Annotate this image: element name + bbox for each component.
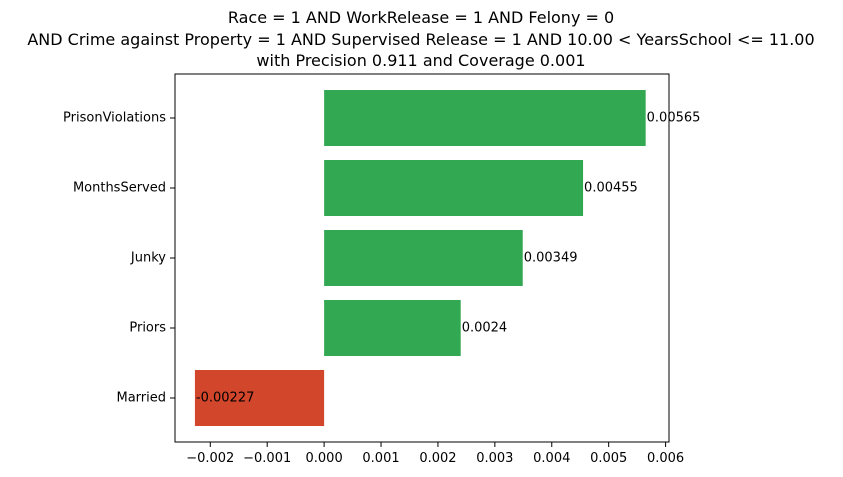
bar-value-label: 0.00455 (584, 181, 638, 196)
chart-title-line-1: Race = 1 AND WorkRelease = 1 AND Felony … (228, 8, 614, 27)
bar-value-label: 0.0024 (462, 321, 508, 336)
bar-value-label: -0.00227 (196, 391, 254, 406)
x-tick-label: 0.004 (533, 451, 570, 466)
x-tick-label: 0.005 (590, 451, 627, 466)
bar-monthsserved (324, 160, 584, 216)
y-tick-label: Junky (130, 251, 166, 266)
y-tick-label: PrisonViolations (63, 111, 166, 126)
bar-married (194, 370, 325, 426)
chart-title-line-3: with Precision 0.911 and Coverage 0.001 (256, 51, 585, 70)
bar-priors (324, 300, 461, 356)
plot-area: 0.00565 0.00455 0.00349 0.0024 -0.00227 −0.00… (63, 73, 701, 466)
x-tick-label: 0.002 (419, 451, 456, 466)
x-tick-label: 0.001 (362, 451, 399, 466)
bar-value-label: 0.00349 (524, 251, 578, 266)
x-tick-label: 0.006 (647, 451, 684, 466)
x-tick-label: −0.002 (186, 451, 234, 466)
y-tick-label: Priors (129, 321, 166, 336)
y-tick-label: MonthsServed (73, 181, 166, 196)
x-tick-label: 0.003 (476, 451, 513, 466)
bar-value-label: 0.00565 (647, 111, 701, 126)
x-tick-label: −0.001 (243, 451, 291, 466)
bar-junky (324, 230, 523, 286)
y-tick-label: Married (116, 391, 166, 406)
chart-title-line-2: AND Crime against Property = 1 AND Super… (27, 30, 814, 49)
x-tick-label: 0.000 (306, 451, 343, 466)
bar-prisonviolations (324, 90, 646, 146)
chart-title: Race = 1 AND WorkRelease = 1 AND Felony … (27, 8, 814, 70)
